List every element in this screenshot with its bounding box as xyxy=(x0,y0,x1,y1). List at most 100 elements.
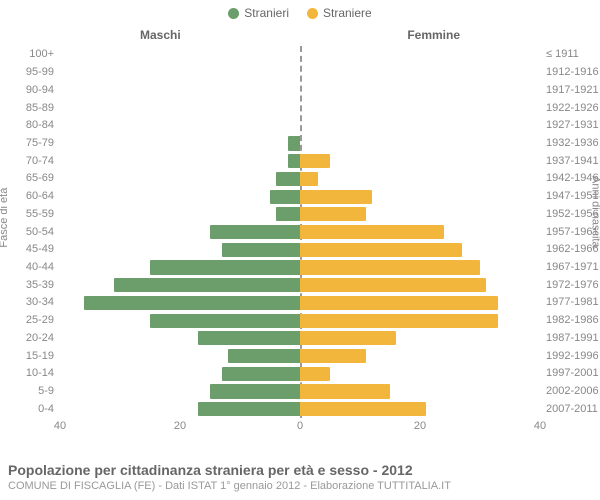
bar-row xyxy=(60,241,540,259)
bar-male xyxy=(270,190,300,204)
bar-male xyxy=(276,207,300,221)
y-right-tick: 1957-1961 xyxy=(542,223,600,241)
y-right-tick: 1982-1986 xyxy=(542,312,600,330)
plot-area xyxy=(60,46,540,418)
bar-female xyxy=(300,207,366,221)
chart-footer: Popolazione per cittadinanza straniera p… xyxy=(8,462,592,492)
bar-female xyxy=(300,402,426,416)
bar-row xyxy=(60,383,540,401)
x-tick: 40 xyxy=(534,420,546,432)
bar-row xyxy=(60,170,540,188)
bar-row xyxy=(60,259,540,277)
y-left-tick: 70-74 xyxy=(0,152,58,170)
bar-female xyxy=(300,172,318,186)
y-left-tick: 65-69 xyxy=(0,170,58,188)
bar-row xyxy=(60,117,540,135)
y-right-tick: ≤ 1911 xyxy=(542,46,600,64)
y-right-tick: 1992-1996 xyxy=(542,347,600,365)
chart-title: Popolazione per cittadinanza straniera p… xyxy=(8,462,592,478)
bar-row xyxy=(60,294,540,312)
bar-male xyxy=(198,331,300,345)
x-tick: 0 xyxy=(297,420,303,432)
legend-label-female: Straniere xyxy=(323,6,372,20)
y-right-tick: 1942-1946 xyxy=(542,170,600,188)
bar-male xyxy=(150,260,300,274)
y-left-tick: 15-19 xyxy=(0,347,58,365)
bar-male xyxy=(210,225,300,239)
legend-item-male: Stranieri xyxy=(228,6,289,20)
legend-swatch-male xyxy=(228,8,239,19)
bar-row xyxy=(60,64,540,82)
bar-rows xyxy=(60,46,540,418)
bar-row xyxy=(60,347,540,365)
bar-row xyxy=(60,400,540,418)
y-right-tick: 1997-2001 xyxy=(542,365,600,383)
bar-row xyxy=(60,205,540,223)
bar-row xyxy=(60,188,540,206)
x-tick: 20 xyxy=(414,420,426,432)
bar-female xyxy=(300,260,480,274)
y-right-tick: 1977-1981 xyxy=(542,294,600,312)
column-header-female: Femmine xyxy=(407,28,460,42)
bar-male xyxy=(84,296,300,310)
y-left-tick: 50-54 xyxy=(0,223,58,241)
y-right-tick: 2007-2011 xyxy=(542,400,600,418)
bar-female xyxy=(300,384,390,398)
bar-female xyxy=(300,314,498,328)
bar-row xyxy=(60,81,540,99)
bar-male xyxy=(210,384,300,398)
y-left-tick: 0-4 xyxy=(0,400,58,418)
bar-female xyxy=(300,225,444,239)
y-right-tick: 1987-1991 xyxy=(542,330,600,348)
bar-row xyxy=(60,152,540,170)
bar-male xyxy=(228,349,300,363)
y-left-tick: 35-39 xyxy=(0,276,58,294)
x-tick: 40 xyxy=(54,420,66,432)
bar-female xyxy=(300,367,330,381)
bar-row xyxy=(60,276,540,294)
y-right-tick: 1927-1931 xyxy=(542,117,600,135)
bar-row xyxy=(60,312,540,330)
bar-row xyxy=(60,99,540,117)
y-left-tick: 85-89 xyxy=(0,99,58,117)
y-right-tick: 1952-1956 xyxy=(542,205,600,223)
y-right-tick: 1967-1971 xyxy=(542,259,600,277)
legend-swatch-female xyxy=(307,8,318,19)
y-left-tick: 80-84 xyxy=(0,117,58,135)
bar-female xyxy=(300,331,396,345)
y-left-tick: 10-14 xyxy=(0,365,58,383)
y-right-tick: 1972-1976 xyxy=(542,276,600,294)
y-left-tick: 60-64 xyxy=(0,188,58,206)
y-left-tick: 100+ xyxy=(0,46,58,64)
y-right-tick: 1962-1966 xyxy=(542,241,600,259)
bar-row xyxy=(60,135,540,153)
bar-male xyxy=(288,154,300,168)
legend: Stranieri Straniere xyxy=(0,6,600,20)
y-left-tick: 75-79 xyxy=(0,135,58,153)
y-left-tick: 45-49 xyxy=(0,241,58,259)
x-axis: 402002040 xyxy=(60,420,540,434)
population-pyramid-chart: Stranieri Straniere Maschi Femmine Fasce… xyxy=(0,0,600,500)
y-left-tick: 20-24 xyxy=(0,330,58,348)
y-left-tick: 95-99 xyxy=(0,64,58,82)
y-right-tick: 1932-1936 xyxy=(542,135,600,153)
bar-row xyxy=(60,223,540,241)
bar-female xyxy=(300,190,372,204)
y-right-tick: 1922-1926 xyxy=(542,99,600,117)
column-header-male: Maschi xyxy=(140,28,181,42)
y-left-tick: 30-34 xyxy=(0,294,58,312)
bar-row xyxy=(60,46,540,64)
bar-male xyxy=(276,172,300,186)
legend-item-female: Straniere xyxy=(307,6,372,20)
bar-row xyxy=(60,365,540,383)
bar-male xyxy=(198,402,300,416)
bar-row xyxy=(60,330,540,348)
y-axis-left-labels: 100+95-9990-9485-8980-8475-7970-7465-696… xyxy=(0,46,58,418)
y-right-tick: 1917-1921 xyxy=(542,81,600,99)
y-left-tick: 5-9 xyxy=(0,383,58,401)
bar-female xyxy=(300,154,330,168)
y-right-tick: 2002-2006 xyxy=(542,383,600,401)
bar-female xyxy=(300,296,498,310)
y-right-tick: 1912-1916 xyxy=(542,64,600,82)
legend-label-male: Stranieri xyxy=(244,6,289,20)
